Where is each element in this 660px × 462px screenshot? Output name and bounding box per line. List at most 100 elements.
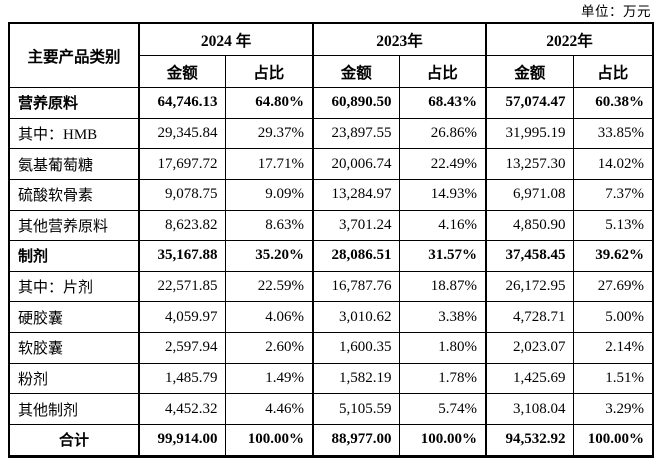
ratio-cell: 100.00% bbox=[572, 423, 654, 458]
header-row-subcolumns: 金额 占比 金额 占比 金额 占比 bbox=[9, 55, 654, 88]
total-row: 合计 99,914.00 100.00% 88,977.00 100.00% 94,532… bbox=[8, 423, 654, 458]
row-label: 硫酸软骨素 bbox=[8, 178, 140, 211]
amount-cell: 13,257.30 bbox=[485, 148, 574, 180]
amount-cell: 17,697.72 bbox=[138, 148, 226, 180]
table-row: 其他营养原料 8,623.82 8.63% 3,701.24 4.16% 4,850.90… bbox=[8, 209, 654, 242]
amount-cell: 29,345.84 bbox=[138, 117, 226, 150]
amount-cell: 5,105.59 bbox=[312, 393, 400, 425]
amount-cell: 9,078.75 bbox=[138, 178, 226, 211]
ratio-cell: 1.78% bbox=[398, 362, 487, 395]
ratio-cell: 3.38% bbox=[398, 301, 487, 333]
amount-cell: 1,600.35 bbox=[312, 332, 400, 364]
table-row: 其中：HMB 29,345.84 29.37% 23,897.55 26.86% 31,9… bbox=[8, 117, 654, 150]
ratio-cell: 27.69% bbox=[572, 270, 654, 303]
ratio-cell: 64.80% bbox=[224, 87, 314, 119]
table-row: 其他制剂 4,452.32 4.46% 5,105.59 5.74% 3,108.04 3.… bbox=[8, 393, 654, 425]
subheader-amount-2024: 金额 bbox=[138, 55, 226, 88]
ratio-cell: 5.00% bbox=[572, 301, 654, 333]
row-label: 营养原料 bbox=[8, 87, 140, 119]
ratio-cell: 14.02% bbox=[572, 148, 654, 180]
table-row: 硬胶囊 4,059.97 4.06% 3,010.62 3.38% 4,728.71 5.0… bbox=[8, 301, 654, 333]
table-row: 营养原料 64,746.13 64.80% 60,890.50 68.43% 57,074… bbox=[8, 87, 654, 119]
ratio-cell: 5.13% bbox=[572, 209, 654, 242]
ratio-cell: 60.38% bbox=[572, 87, 654, 119]
ratio-cell: 8.63% bbox=[224, 209, 314, 242]
ratio-cell: 1.51% bbox=[572, 362, 654, 395]
ratio-cell: 22.59% bbox=[224, 270, 314, 303]
ratio-cell: 39.62% bbox=[572, 240, 654, 272]
ratio-cell: 33.85% bbox=[572, 117, 654, 150]
unit-label: 单位：万元 bbox=[581, 4, 651, 19]
amount-cell: 31,995.19 bbox=[485, 117, 574, 150]
ratio-cell: 4.46% bbox=[224, 393, 314, 425]
ratio-cell: 17.71% bbox=[224, 148, 314, 180]
amount-cell: 26,172.95 bbox=[485, 270, 574, 303]
ratio-cell: 35.20% bbox=[224, 240, 314, 272]
amount-cell: 1,582.19 bbox=[312, 362, 400, 395]
ratio-cell: 4.06% bbox=[224, 301, 314, 333]
table-row: 制剂 35,167.88 35.20% 28,086.51 31.57% 37,458.4… bbox=[8, 240, 654, 272]
subheader-ratio-2024: 占比 bbox=[224, 55, 314, 88]
ratio-cell: 2.14% bbox=[572, 332, 654, 364]
table-header: 主要产品类别 2024 年 2023年 2022年 金额 占比 金额 占比 金额… bbox=[9, 22, 654, 88]
ratio-cell: 68.43% bbox=[398, 87, 487, 119]
amount-cell: 13,284.97 bbox=[312, 178, 400, 211]
amount-cell: 4,728.71 bbox=[485, 301, 574, 333]
row-label: 氨基葡萄糖 bbox=[8, 148, 140, 180]
table-row: 硫酸软骨素 9,078.75 9.09% 13,284.97 14.93% 6,971.0… bbox=[8, 178, 654, 211]
amount-cell: 3,010.62 bbox=[312, 301, 400, 333]
amount-cell: 2,023.07 bbox=[485, 332, 574, 364]
amount-cell: 99,914.00 bbox=[138, 423, 226, 458]
row-label: 其中：片剂 bbox=[8, 270, 140, 303]
amount-cell: 37,458.45 bbox=[485, 240, 574, 272]
amount-cell: 88,977.00 bbox=[312, 423, 400, 458]
row-label: 软胶囊 bbox=[8, 332, 140, 364]
ratio-cell: 18.87% bbox=[398, 270, 487, 303]
table-row: 其中：片剂 22,571.85 22.59% 16,787.76 18.87% 26,17… bbox=[8, 270, 654, 303]
table-row: 粉剂 1,485.79 1.49% 1,582.19 1.78% 1,425.69 1.51… bbox=[8, 362, 654, 395]
ratio-cell: 26.86% bbox=[398, 117, 487, 150]
table-body: 营养原料 64,746.13 64.80% 60,890.50 68.43% 57,074… bbox=[8, 87, 654, 458]
ratio-cell: 7.37% bbox=[572, 178, 654, 211]
ratio-cell: 1.80% bbox=[398, 332, 487, 364]
table-row: 氨基葡萄糖 17,697.72 17.71% 20,006.74 22.49% 13,25… bbox=[8, 148, 654, 180]
amount-cell: 35,167.88 bbox=[138, 240, 226, 272]
total-row-label: 合计 bbox=[8, 423, 140, 458]
ratio-cell: 1.49% bbox=[224, 362, 314, 395]
ratio-cell: 22.49% bbox=[398, 148, 487, 180]
ratio-cell: 100.00% bbox=[224, 423, 314, 458]
amount-cell: 20,006.74 bbox=[312, 148, 400, 180]
row-label: 其他营养原料 bbox=[8, 209, 140, 242]
amount-cell: 57,074.47 bbox=[485, 87, 574, 119]
amount-cell: 2,597.94 bbox=[138, 332, 226, 364]
amount-cell: 23,897.55 bbox=[312, 117, 400, 150]
year-header-2024: 2024 年 bbox=[137, 22, 314, 56]
ratio-cell: 2.60% bbox=[224, 332, 314, 364]
subheader-amount-2023: 金额 bbox=[312, 55, 400, 88]
ratio-cell: 29.37% bbox=[224, 117, 314, 150]
ratio-cell: 5.74% bbox=[398, 393, 487, 425]
row-label: 其他制剂 bbox=[8, 393, 140, 425]
amount-cell: 3,701.24 bbox=[312, 209, 400, 242]
subheader-ratio-2023: 占比 bbox=[398, 55, 487, 88]
corner-header-main-product-category: 主要产品类别 bbox=[9, 22, 140, 88]
amount-cell: 28,086.51 bbox=[312, 240, 400, 272]
amount-cell: 8,623.82 bbox=[138, 209, 226, 242]
ratio-cell: 9.09% bbox=[224, 178, 314, 211]
row-label: 其中：HMB bbox=[8, 117, 140, 150]
ratio-cell: 14.93% bbox=[398, 178, 487, 211]
amount-cell: 94,532.92 bbox=[485, 423, 574, 458]
ratio-cell: 4.16% bbox=[398, 209, 487, 242]
row-label: 硬胶囊 bbox=[8, 301, 140, 333]
subheader-amount-2022: 金额 bbox=[485, 55, 574, 88]
amount-cell: 22,571.85 bbox=[138, 270, 226, 303]
year-header-2023: 2023年 bbox=[312, 22, 487, 56]
row-label: 粉剂 bbox=[8, 362, 140, 395]
ratio-cell: 3.29% bbox=[572, 393, 654, 425]
subheader-ratio-2022: 占比 bbox=[572, 55, 654, 88]
amount-cell: 60,890.50 bbox=[312, 87, 400, 119]
amount-cell: 16,787.76 bbox=[312, 270, 400, 303]
amount-cell: 4,059.97 bbox=[138, 301, 226, 333]
amount-cell: 64,746.13 bbox=[138, 87, 226, 119]
amount-cell: 4,850.90 bbox=[485, 209, 574, 242]
